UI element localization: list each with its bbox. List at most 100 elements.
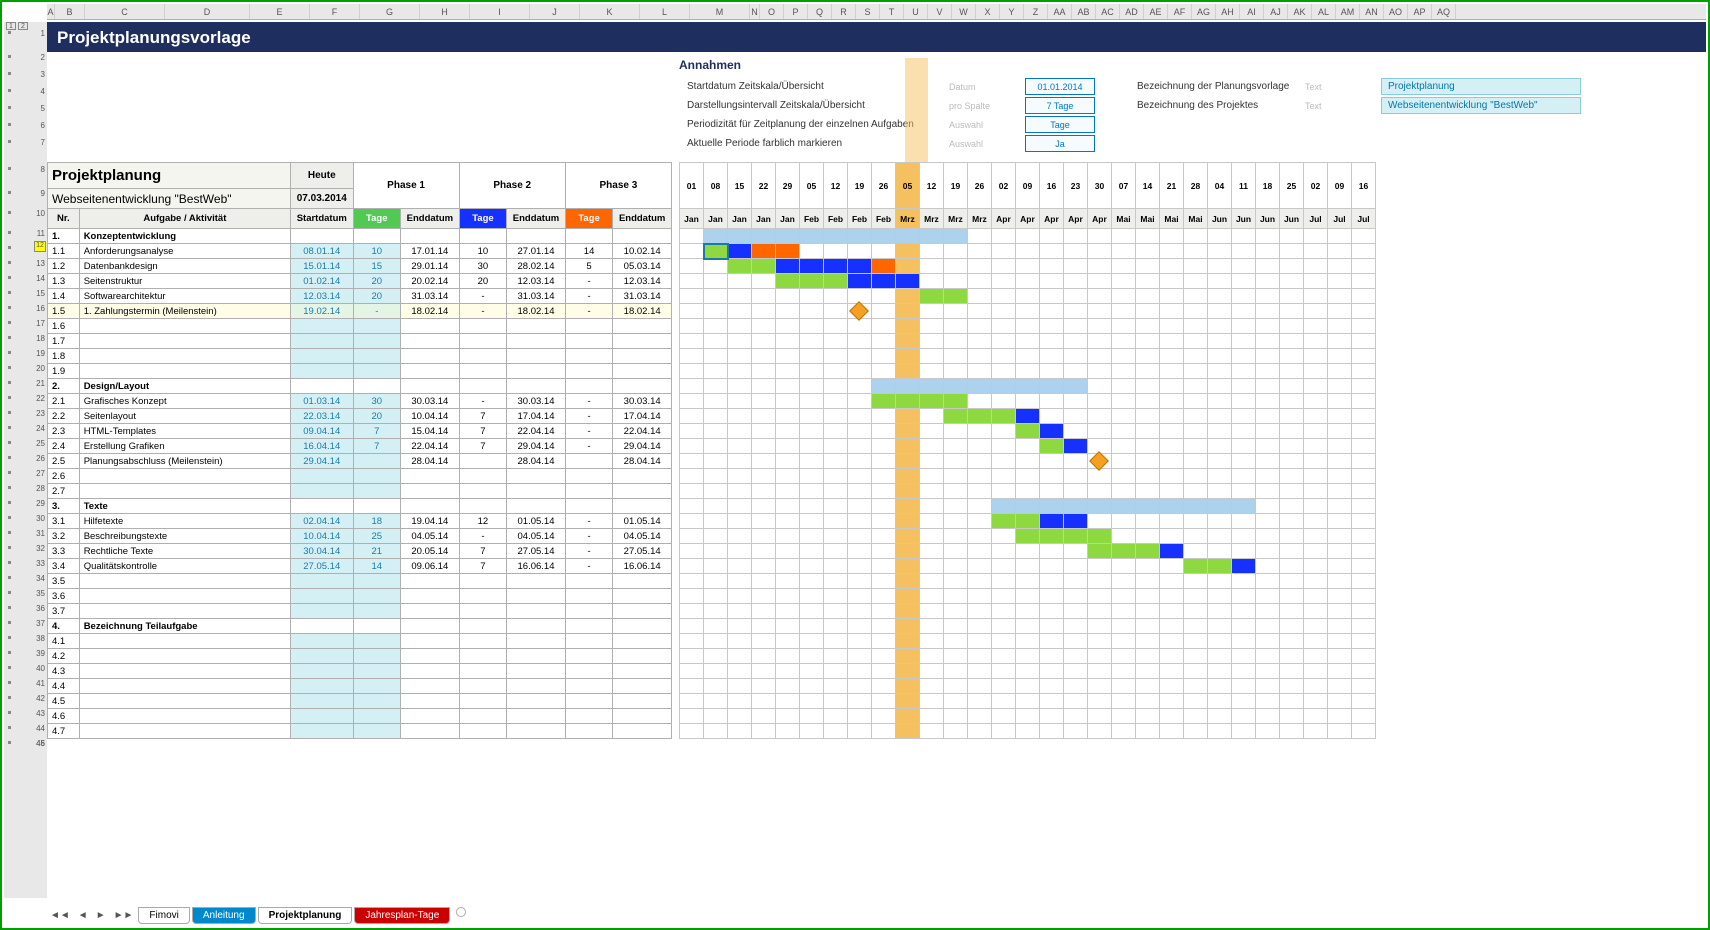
assumption-value[interactable]: Projektplanung	[1381, 78, 1581, 95]
assumption-hint: pro Spalte	[943, 97, 1023, 114]
gantt-month-header: Jan	[704, 209, 728, 229]
task-row[interactable]: 2.2 Seitenlayout 22.03.14 20 10.04.14 7 …	[48, 409, 672, 424]
task-row[interactable]: 1.5 1. Zahlungstermin (Meilenstein) 19.0…	[48, 304, 672, 319]
assumption-value[interactable]: 7 Tage	[1025, 97, 1095, 114]
empty-row[interactable]: 2.7	[48, 484, 672, 499]
empty-row[interactable]: 2.6	[48, 469, 672, 484]
task-row[interactable]: 3.4 Qualitätskontrolle 27.05.14 14 09.06…	[48, 559, 672, 574]
empty-row[interactable]: 4.6	[48, 709, 672, 724]
gantt-day-header: 28	[1184, 163, 1208, 209]
gantt-month-header: Jan	[752, 209, 776, 229]
gantt-day-header: 22	[752, 163, 776, 209]
task-row[interactable]: 3.3 Rechtliche Texte 30.04.14 21 20.05.1…	[48, 544, 672, 559]
empty-row[interactable]: 1.8	[48, 349, 672, 364]
today-stripe	[905, 58, 928, 162]
sheet-tab[interactable]: Jahresplan-Tage	[354, 907, 450, 924]
gantt-row	[680, 244, 1376, 259]
sheet-tab[interactable]: Anleitung	[192, 907, 256, 924]
task-row[interactable]: 2.3 HTML-Templates 09.04.14 7 15.04.14 7…	[48, 424, 672, 439]
assumption-label: Periodizität für Zeitplanung der einzeln…	[681, 116, 941, 133]
tab-nav-last[interactable]: ►►	[111, 910, 137, 921]
gantt-row	[680, 619, 1376, 634]
task-row[interactable]: 1.4 Softwarearchitektur 12.03.14 20 31.0…	[48, 289, 672, 304]
empty-row[interactable]: 1.9	[48, 364, 672, 379]
gantt-row	[680, 349, 1376, 364]
assumption-value[interactable]: Tage	[1025, 116, 1095, 133]
gantt-row	[680, 544, 1376, 559]
assumption-value[interactable]: Webseitenentwicklung "BestWeb"	[1381, 97, 1581, 114]
task-row[interactable]: 2.5 Planungsabschluss (Meilenstein) 29.0…	[48, 454, 672, 469]
section-row: 1.Konzeptentwicklung	[48, 229, 672, 244]
gantt-month-header: Jul	[1304, 209, 1328, 229]
assumption-value[interactable]: 01.01.2014	[1025, 78, 1095, 95]
gantt-day-header: 26	[968, 163, 992, 209]
task-row[interactable]: 4.1	[48, 634, 672, 649]
assumption-label: Darstellungsintervall Zeitskala/Übersich…	[681, 97, 941, 114]
empty-row[interactable]: 3.6	[48, 589, 672, 604]
empty-row[interactable]: 1.6	[48, 319, 672, 334]
phase-header: Phase 2	[459, 163, 565, 209]
task-row[interactable]: 1.2 Datenbankdesign 15.01.14 15 29.01.14…	[48, 259, 672, 274]
gantt-month-header: Apr	[1064, 209, 1088, 229]
task-row[interactable]: 3.2 Beschreibungstexte 10.04.14 25 04.05…	[48, 529, 672, 544]
gantt-month-header: Jun	[1280, 209, 1304, 229]
gantt-day-header: 11	[1232, 163, 1256, 209]
tab-nav-prev[interactable]: ◄	[75, 910, 91, 921]
gantt-row	[680, 484, 1376, 499]
tab-nav-first[interactable]: ◄◄	[47, 910, 73, 921]
empty-row[interactable]: 3.5	[48, 574, 672, 589]
empty-row[interactable]: 4.5	[48, 694, 672, 709]
gantt-row	[680, 259, 1376, 274]
row-numbers: 1212345678910111213141516171819202122232…	[4, 22, 47, 898]
gantt-month-header: Feb	[824, 209, 848, 229]
gantt-row	[680, 439, 1376, 454]
gantt-month-header: Mai	[1160, 209, 1184, 229]
assumption-label: Aktuelle Periode farblich markieren	[681, 135, 941, 152]
task-row[interactable]: 2.1 Grafisches Konzept 01.03.14 30 30.03…	[48, 394, 672, 409]
task-row[interactable]: 3.1 Hilfetexte 02.04.14 18 19.04.14 12 0…	[48, 514, 672, 529]
empty-row[interactable]: 4.4	[48, 679, 672, 694]
gantt-day-header: 01	[680, 163, 704, 209]
gantt-month-header: Apr	[1016, 209, 1040, 229]
gantt-day-header: 19	[848, 163, 872, 209]
gantt-day-header: 18	[1256, 163, 1280, 209]
gantt-row	[680, 394, 1376, 409]
sheet-tab[interactable]: Fimovi	[138, 907, 189, 924]
empty-row[interactable]: 1.7	[48, 334, 672, 349]
assumptions-heading: Annahmen	[679, 58, 1706, 72]
assumption-value[interactable]: Ja	[1025, 135, 1095, 152]
gantt-month-header: Mai	[1184, 209, 1208, 229]
gantt-month-header: Mai	[1112, 209, 1136, 229]
task-row[interactable]: 1.1 Anforderungsanalyse 08.01.14 10 17.0…	[48, 244, 672, 259]
gantt-row	[680, 274, 1376, 289]
empty-row[interactable]: 3.7	[48, 604, 672, 619]
gantt-day-header: 23	[1064, 163, 1088, 209]
gantt-row	[680, 499, 1376, 514]
gantt-month-header: Jul	[1328, 209, 1352, 229]
gantt-row	[680, 289, 1376, 304]
empty-row[interactable]: 4.2	[48, 649, 672, 664]
gantt-day-header: 16	[1352, 163, 1376, 209]
assumption-hint: Datum	[943, 78, 1023, 95]
gantt-day-header: 09	[1016, 163, 1040, 209]
sheet-tab[interactable]: Projektplanung	[258, 907, 353, 924]
empty-row[interactable]: 4.7	[48, 724, 672, 739]
col-end-3: Enddatum	[613, 209, 672, 229]
gantt-day-header: 21	[1160, 163, 1184, 209]
task-row[interactable]: 2.4 Erstellung Grafiken 16.04.14 7 22.04…	[48, 439, 672, 454]
empty-row[interactable]: 4.3	[48, 664, 672, 679]
gantt-row	[680, 709, 1376, 724]
gantt-month-header: Mrz	[944, 209, 968, 229]
col-nr: Nr.	[48, 209, 80, 229]
sheet-tabs: ◄◄ ◄ ► ►► FimoviAnleitungProjektplanungJ…	[47, 907, 466, 924]
gantt-day-header: 05	[896, 163, 920, 209]
new-sheet-icon[interactable]	[456, 907, 466, 917]
worksheet: Projektplanungsvorlage Annahmen Startdat…	[47, 22, 1706, 898]
gantt-month-header: Jun	[1208, 209, 1232, 229]
phase-header: Phase 3	[565, 163, 671, 209]
tab-nav-next[interactable]: ►	[93, 910, 109, 921]
task-row[interactable]: 1.3 Seitenstruktur 01.02.14 20 20.02.14 …	[48, 274, 672, 289]
section-row: 4.Bezeichnung Teilaufgabe	[48, 619, 672, 634]
gantt-day-header: 08	[704, 163, 728, 209]
gantt-row	[680, 559, 1376, 574]
